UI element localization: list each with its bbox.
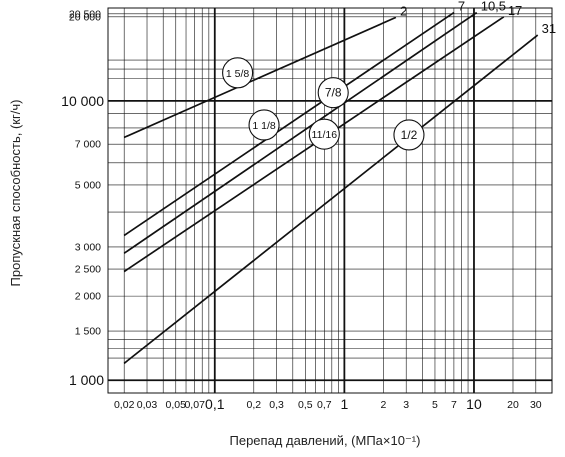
x-tick-label: 2 (380, 399, 386, 411)
x-tick-label: 0,7 (317, 399, 332, 411)
x-tick-label: 0,02 (114, 399, 135, 411)
size-circle (393, 119, 425, 151)
y-tick-label: 1 000 (69, 372, 104, 388)
x-tick-label: 0,3 (269, 399, 284, 411)
size-label: 11/16 (312, 129, 338, 141)
x-tick-label: 3 (403, 399, 409, 411)
x-tick-label: 5 (432, 399, 438, 411)
label-layer: 2 7 10,5 17 31 1 5/8 7/8 1 1/8 11/16 1/2 (222, 0, 556, 151)
size-circle (248, 109, 280, 141)
x-tick-label: 7 (451, 399, 457, 411)
y-axis-title: Пропускная способность, (кг/ч) (8, 99, 23, 287)
x-tick-label: 0,2 (246, 399, 261, 411)
series-end-label: 10,5 (481, 0, 506, 14)
series-end-label: 7 (458, 0, 465, 14)
x-tick-label: 0,05 (166, 399, 187, 411)
tick-layer: 0,02 0,03 0,050,07 0,1 0,2 0,3 0,5 0,7 1 2 3 5 7 10 20… (61, 8, 542, 412)
x-tick-label: 20 (507, 399, 519, 411)
x-tick-label: 0,03 (137, 399, 158, 411)
series-end-label: 2 (400, 3, 407, 18)
size-label: 1 1/8 (252, 120, 276, 132)
plot-frame (107, 7, 553, 394)
x-tick-label: 0,07 (184, 399, 205, 411)
y-tick-label: 7 000 (75, 139, 101, 151)
size-label: 1/2 (401, 128, 418, 142)
y-tick-label: 20 500 (69, 8, 101, 20)
y-tick-label: 20 000 (69, 11, 101, 23)
x-tick-label: 30 (530, 399, 542, 411)
y-tick-label: 10 000 (61, 93, 104, 109)
series-line (123, 11, 478, 254)
series-line (123, 34, 539, 364)
x-tick-label: 0,5 (298, 399, 313, 411)
y-tick-label: 2 500 (75, 264, 101, 276)
size-label: 1 5/8 (226, 68, 250, 80)
size-label: 7/8 (325, 86, 342, 100)
series-end-label: 31 (542, 21, 556, 36)
y-tick-label: 1 500 (75, 326, 101, 338)
series-end-label: 17 (508, 3, 522, 18)
x-tick-label: 10 (466, 396, 482, 412)
series-line (123, 16, 397, 139)
series-line (123, 11, 455, 237)
y-tick-label: 5 000 (75, 179, 101, 191)
size-circle (308, 118, 340, 150)
x-tick-label: 0,1 (205, 396, 225, 412)
x-tick-label: 1 (340, 396, 348, 412)
size-circle (317, 77, 349, 109)
y-tick-label: 2 000 (75, 291, 101, 303)
size-circle (222, 57, 254, 89)
x-axis-title: Перепад давлений, (МПа×10⁻¹) (229, 433, 421, 448)
y-tick-label: 3 000 (75, 241, 101, 253)
